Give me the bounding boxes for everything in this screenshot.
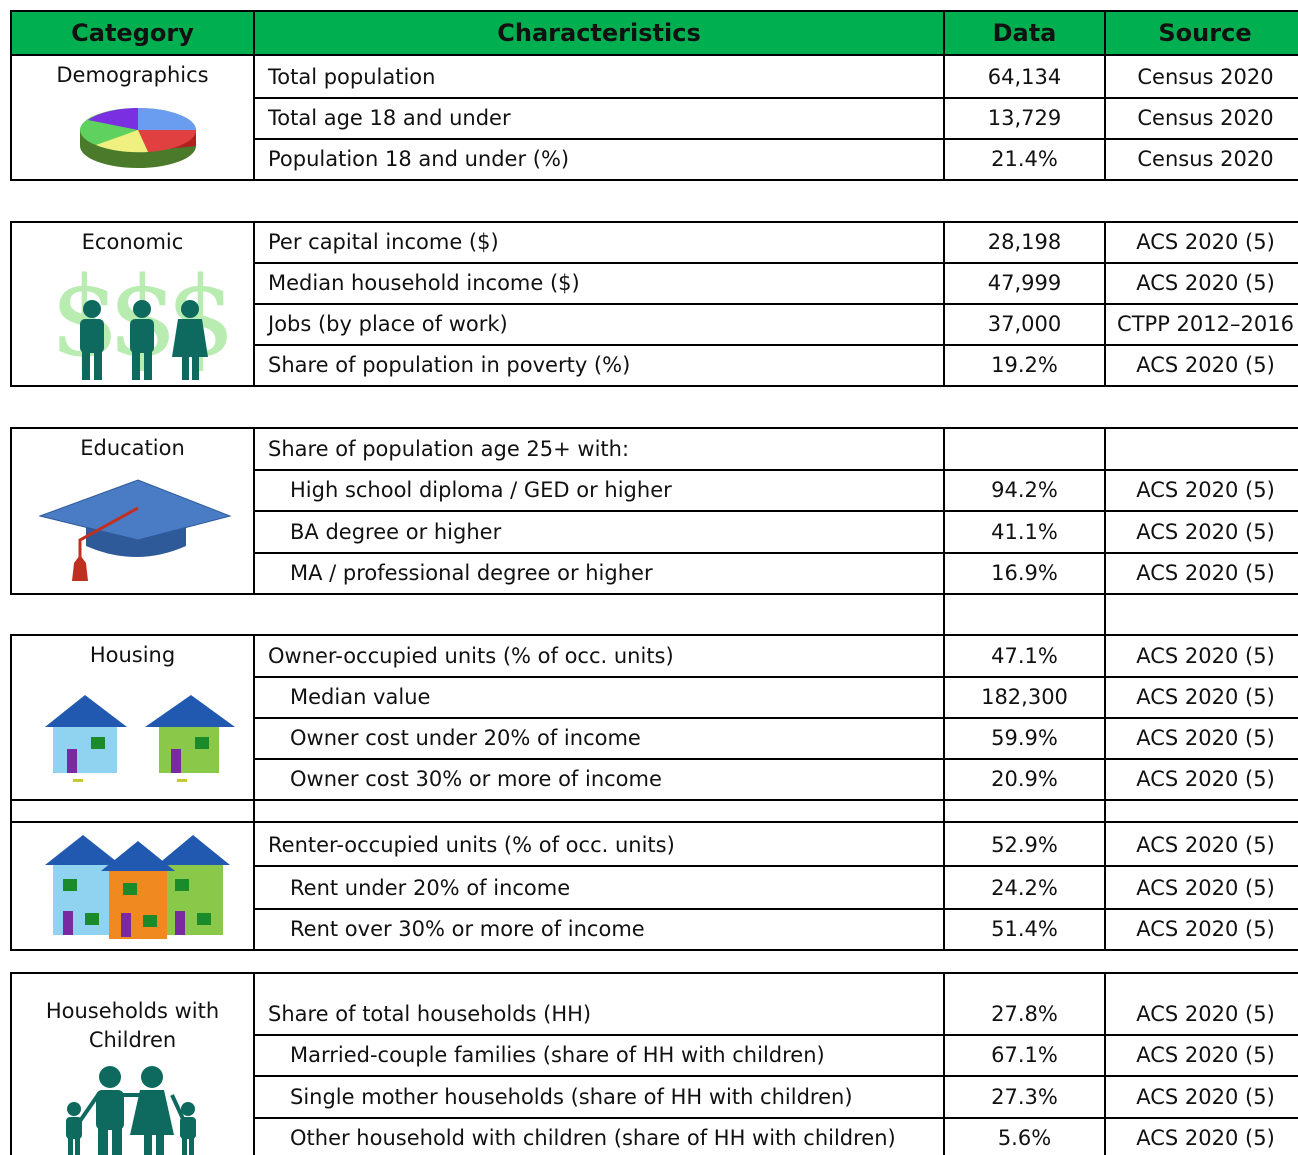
source: ACS 2020 (5) <box>1105 1077 1298 1118</box>
header-cell: Category <box>11 11 254 55</box>
characteristic: Median household income ($) <box>268 263 938 304</box>
data-value: 94.2% <box>944 470 1105 511</box>
data-value: 28,198 <box>944 222 1105 263</box>
rule <box>1104 593 1106 636</box>
source: Census 2020 <box>1105 98 1298 139</box>
characteristic: Single mother households (share of HH wi… <box>290 1077 960 1118</box>
characteristic: Owner-occupied units (% of occ. units) <box>268 636 938 677</box>
data-value: 20.9% <box>944 759 1105 800</box>
source: Census 2020 <box>1105 57 1298 98</box>
source: ACS 2020 (5) <box>1105 825 1298 866</box>
header-cell: Source <box>1105 11 1298 55</box>
source: ACS 2020 (5) <box>1105 718 1298 759</box>
rule <box>253 821 255 951</box>
rule <box>10 821 12 951</box>
data-value: 47.1% <box>944 636 1105 677</box>
characteristic: Median value <box>290 677 960 718</box>
source: ACS 2020 (5) <box>1105 759 1298 800</box>
data-value: 67.1% <box>944 1035 1105 1076</box>
source: ACS 2020 (5) <box>1105 512 1298 553</box>
characteristic: Share of population age 25+ with: <box>268 429 938 470</box>
family-icon <box>60 1065 210 1155</box>
source: ACS 2020 (5) <box>1105 263 1298 304</box>
source: ACS 2020 (5) <box>1105 909 1298 950</box>
category-label: Economic <box>11 228 254 257</box>
characteristic: Rent over 30% or more of income <box>290 909 960 950</box>
characteristic: High school diploma / GED or higher <box>290 470 960 511</box>
rule <box>1104 799 1106 823</box>
characteristic: MA / professional degree or higher <box>290 553 960 594</box>
data-value: 52.9% <box>944 825 1105 866</box>
characteristic: Total population <box>268 57 938 98</box>
owner-houses-icon <box>45 693 240 793</box>
rule <box>253 10 255 56</box>
economic-icon: $$$ <box>50 255 230 383</box>
rule <box>10 10 12 56</box>
rule <box>1104 10 1106 56</box>
category-label: Housing <box>11 641 254 670</box>
source: ACS 2020 (5) <box>1105 345 1298 386</box>
data-value: 51.4% <box>944 909 1105 950</box>
source: ACS 2020 (5) <box>1105 222 1298 263</box>
data-value: 24.2% <box>944 868 1105 909</box>
data-value: 64,134 <box>944 57 1105 98</box>
cap-icon <box>38 478 233 583</box>
source: ACS 2020 (5) <box>1105 1035 1298 1076</box>
characteristic: Owner cost under 20% of income <box>290 718 960 759</box>
characteristic: Jobs (by place of work) <box>268 304 938 345</box>
rule <box>254 865 1298 867</box>
data-value: 37,000 <box>944 304 1105 345</box>
rule <box>10 799 12 823</box>
category-label: Demographics <box>11 61 254 90</box>
page: Category Characteristics Data Source $$$ <box>0 0 1298 1155</box>
source: ACS 2020 (5) <box>1105 677 1298 718</box>
data-value: 182,300 <box>944 677 1105 718</box>
characteristic: Renter-occupied units (% of occ. units) <box>268 825 938 866</box>
data-value: 5.6% <box>944 1118 1105 1155</box>
characteristic: Rent under 20% of income <box>290 868 960 909</box>
characteristic: BA degree or higher <box>290 512 960 553</box>
source: ACS 2020 (5) <box>1105 994 1298 1035</box>
rule <box>943 593 945 636</box>
characteristic: Population 18 and under (%) <box>268 139 938 180</box>
source: CTPP 2012–2016 <box>1105 304 1298 345</box>
pie-icon <box>78 100 198 175</box>
category-label: Education <box>11 434 254 463</box>
rule <box>253 799 255 823</box>
data-value: 27.3% <box>944 1077 1105 1118</box>
header-cell: Data <box>944 11 1105 55</box>
characteristic: Share of total households (HH) <box>268 994 938 1035</box>
source: ACS 2020 (5) <box>1105 868 1298 909</box>
data-value: 16.9% <box>944 553 1105 594</box>
data-value: 19.2% <box>944 345 1105 386</box>
source: ACS 2020 (5) <box>1105 553 1298 594</box>
characteristic: Per capital income ($) <box>268 222 938 263</box>
rule <box>943 799 945 823</box>
data-value: 41.1% <box>944 512 1105 553</box>
data-value: 59.9% <box>944 718 1105 759</box>
characteristic: Married-couple families (share of HH wit… <box>290 1035 960 1076</box>
data-value: 47,999 <box>944 263 1105 304</box>
source: ACS 2020 (5) <box>1105 1118 1298 1155</box>
header-cell: Characteristics <box>254 11 944 55</box>
source: Census 2020 <box>1105 139 1298 180</box>
rule <box>943 10 945 56</box>
category-label: Households with Children <box>11 997 254 1055</box>
data-value: 13,729 <box>944 98 1105 139</box>
source: ACS 2020 (5) <box>1105 636 1298 677</box>
characteristic: Owner cost 30% or more of income <box>290 759 960 800</box>
data-value: 27.8% <box>944 994 1105 1035</box>
characteristic: Share of population in poverty (%) <box>268 345 938 386</box>
source: ACS 2020 (5) <box>1105 470 1298 511</box>
characteristic: Total age 18 and under <box>268 98 938 139</box>
characteristic: Other household with children (share of … <box>290 1118 960 1155</box>
renter-houses-icon <box>45 833 230 948</box>
data-value: 21.4% <box>944 139 1105 180</box>
